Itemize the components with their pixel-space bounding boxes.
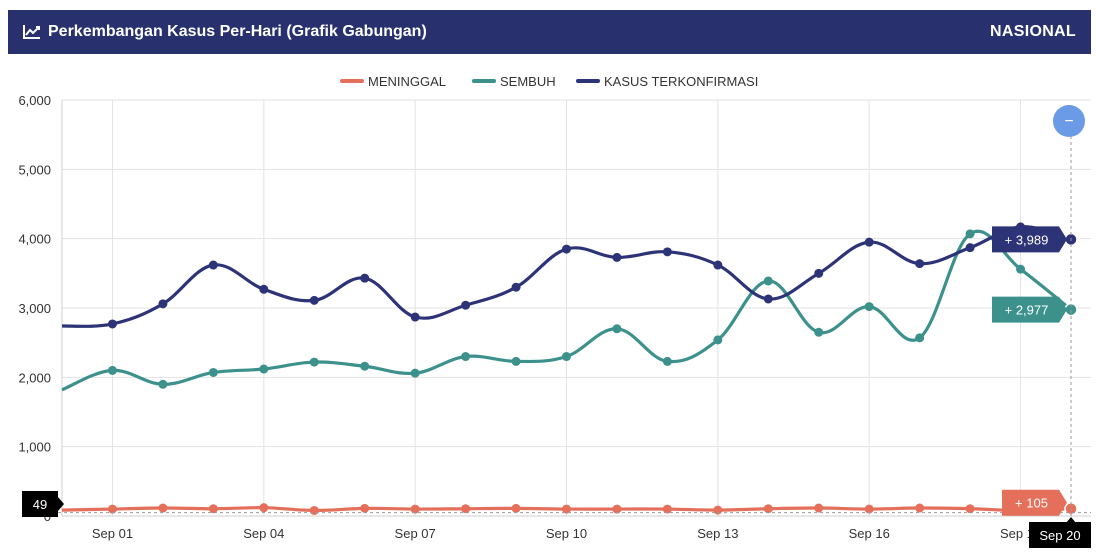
data-point-sembuh[interactable] xyxy=(814,327,824,337)
x-tick-label: Sep 16 xyxy=(849,526,890,541)
data-point-sembuh[interactable] xyxy=(965,229,975,239)
data-point-meninggal[interactable] xyxy=(713,505,723,515)
data-point-kasus[interactable] xyxy=(107,319,117,329)
crosshair-value-label: 49 xyxy=(22,491,64,517)
data-point-meninggal[interactable] xyxy=(461,504,471,514)
data-point-sembuh[interactable] xyxy=(461,352,471,362)
data-point-meninggal[interactable] xyxy=(107,504,117,514)
data-point-sembuh[interactable] xyxy=(360,361,370,371)
data-point-kasus[interactable] xyxy=(259,284,269,294)
x-tick-label: Sep 07 xyxy=(395,526,436,541)
data-point-sembuh[interactable] xyxy=(1016,264,1026,274)
chart-title: Perkembangan Kasus Per-Hari (Grafik Gabu… xyxy=(48,23,427,40)
y-tick-label: 3,000 xyxy=(18,301,51,316)
tooltip-box-kasus xyxy=(992,226,1067,253)
legend-item-kasus[interactable]: KASUS TERKONFIRMASI xyxy=(576,74,758,89)
data-point-meninggal[interactable] xyxy=(309,505,319,515)
data-point-meninggal[interactable] xyxy=(259,503,269,513)
data-point-kasus[interactable] xyxy=(158,299,168,309)
data-point-meninggal[interactable] xyxy=(158,503,168,513)
tooltip-box-sembuh xyxy=(992,296,1067,323)
data-point-kasus[interactable] xyxy=(814,268,824,278)
y-tick-label: 6,000 xyxy=(18,93,51,108)
scope-label: NASIONAL xyxy=(990,23,1076,40)
data-point-meninggal[interactable] xyxy=(814,503,824,513)
y-tick-label: 4,000 xyxy=(18,232,51,247)
tooltip-kasus: + 3,989 xyxy=(992,226,1067,253)
x-tick-label: Sep 10 xyxy=(546,526,587,541)
crosshair-value-pointer xyxy=(58,497,64,511)
data-point-sembuh[interactable] xyxy=(612,324,622,334)
data-point-kasus[interactable] xyxy=(713,260,723,270)
data-point-sembuh[interactable] xyxy=(259,364,269,374)
data-point-kasus[interactable] xyxy=(410,312,420,322)
data-point-kasus[interactable] xyxy=(763,294,773,304)
data-point-kasus[interactable] xyxy=(461,300,471,310)
line-chart-icon xyxy=(22,24,42,40)
y-tick-label: 5,000 xyxy=(18,162,51,177)
data-point-sembuh[interactable] xyxy=(309,357,319,367)
crosshair-date-text: Sep 20 xyxy=(1039,528,1080,543)
legend-label: KASUS TERKONFIRMASI xyxy=(604,74,758,89)
data-point-meninggal[interactable] xyxy=(864,504,874,514)
y-tick-label: 1,000 xyxy=(18,440,51,455)
data-point-sembuh[interactable] xyxy=(107,365,117,375)
tooltip-box-meninggal xyxy=(1002,489,1067,516)
crosshair-date-pointer xyxy=(1066,517,1076,523)
y-tick-label: 2,000 xyxy=(18,370,51,385)
legend-label: SEMBUH xyxy=(500,74,556,89)
tooltip-value-kasus: + 3,989 xyxy=(1005,232,1049,247)
zoom-button-circle[interactable] xyxy=(1053,105,1085,137)
data-point-meninggal[interactable] xyxy=(915,503,925,513)
data-point-kasus[interactable] xyxy=(511,282,521,292)
x-tick-label: Sep 13 xyxy=(697,526,738,541)
data-point-meninggal[interactable] xyxy=(410,504,420,514)
data-point-meninggal[interactable] xyxy=(662,504,672,514)
crosshair-value-text: 49 xyxy=(33,497,47,512)
data-point-kasus[interactable] xyxy=(965,243,975,253)
tooltip-value-meninggal: + 105 xyxy=(1015,496,1048,511)
data-point-kasus[interactable] xyxy=(864,237,874,247)
data-point-kasus[interactable] xyxy=(562,244,571,254)
data-point-kasus[interactable] xyxy=(612,252,622,262)
crosshair-value-box xyxy=(22,491,58,517)
data-point-meninggal[interactable] xyxy=(763,504,773,514)
data-point-sembuh[interactable] xyxy=(410,368,420,378)
legend-item-sembuh[interactable]: SEMBUH xyxy=(472,74,556,89)
x-tick-label: Sep 01 xyxy=(92,526,133,541)
data-point-meninggal[interactable] xyxy=(360,503,370,513)
data-point-sembuh[interactable] xyxy=(763,276,773,286)
data-point-meninggal[interactable] xyxy=(965,504,975,514)
data-point-meninggal[interactable] xyxy=(612,504,622,514)
data-point-sembuh[interactable] xyxy=(915,333,925,343)
tooltip-meninggal: + 105 xyxy=(1002,489,1067,516)
x-tick-label: Sep 04 xyxy=(243,526,284,541)
data-point-sembuh[interactable] xyxy=(562,352,571,362)
data-point-kasus[interactable] xyxy=(915,259,925,269)
tooltip-value-sembuh: + 2,977 xyxy=(1005,303,1049,318)
crosshair-date-box xyxy=(1029,522,1091,548)
data-point-kasus[interactable] xyxy=(662,247,672,257)
data-point-sembuh[interactable] xyxy=(864,302,874,312)
header-title-wrap: Perkembangan Kasus Per-Hari (Grafik Gabu… xyxy=(22,23,427,41)
data-point-kasus[interactable] xyxy=(309,295,319,305)
data-point-sembuh[interactable] xyxy=(713,335,723,345)
legend-item-meninggal[interactable]: MENINGGAL xyxy=(340,74,446,89)
legend-label: MENINGGAL xyxy=(368,74,446,89)
data-point-sembuh[interactable] xyxy=(208,367,218,377)
data-point-meninggal[interactable] xyxy=(208,504,218,514)
data-point-meninggal[interactable] xyxy=(562,504,571,514)
data-point-kasus[interactable] xyxy=(208,260,218,270)
data-point-kasus[interactable] xyxy=(360,273,370,283)
chart-header: Perkembangan Kasus Per-Hari (Grafik Gabu… xyxy=(8,10,1091,54)
data-point-sembuh[interactable] xyxy=(511,356,521,366)
data-point-sembuh[interactable] xyxy=(662,356,672,366)
data-point-sembuh[interactable] xyxy=(158,379,168,389)
tooltip-sembuh: + 2,977 xyxy=(992,296,1067,323)
zoom-reset-button[interactable]: − xyxy=(1053,105,1085,137)
crosshair-date-label: Sep 20 xyxy=(1029,517,1091,548)
minus-icon: − xyxy=(1064,113,1073,130)
data-point-meninggal[interactable] xyxy=(511,503,521,513)
